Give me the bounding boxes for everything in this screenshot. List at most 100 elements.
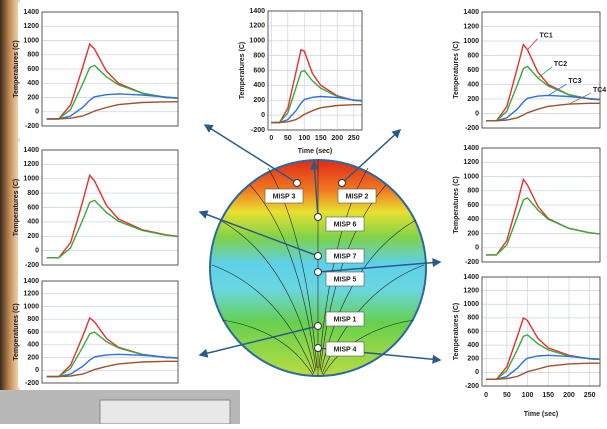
y-tick-label: 0	[35, 367, 39, 374]
y-tick-label: 800	[27, 52, 39, 59]
y-axis-label: Temperatures (C)	[453, 176, 460, 233]
x-tick-label: 100	[522, 392, 534, 399]
y-tick-label: 600	[467, 328, 479, 335]
legend-leader	[537, 66, 553, 79]
x-tick-label: 0	[484, 392, 488, 399]
plot-frame	[481, 276, 601, 387]
y-tick-label: 400	[27, 219, 39, 226]
y-tick-label: 1000	[23, 303, 39, 310]
point	[314, 322, 322, 330]
chart: -200 0 200 400 600 800 1000 1200 1400 Temperature…	[13, 3, 183, 138]
charts: -2000200400600800100012001400Temperature…	[13, 3, 606, 424]
y-axis-label: Temperatures (C)	[453, 41, 460, 98]
x-tick-label: 250	[348, 135, 360, 142]
plot-frame	[481, 11, 601, 129]
y-tick-label: 1400	[249, 8, 265, 15]
y-tick-label: -200	[465, 125, 479, 132]
y-tick-label: 600	[467, 202, 479, 209]
plot-frame	[41, 149, 179, 266]
x-axis-label: Time (sec)	[298, 148, 333, 155]
x-axis-label: Time (sec)	[524, 411, 559, 418]
y-tick-label: 800	[467, 188, 479, 195]
y-tick-label: 1400	[23, 278, 39, 285]
photo-edge	[99, 399, 231, 425]
chart: -200 0 200 400 600 800 1000 1200 1400 Temperature…	[13, 272, 183, 387]
label-box	[264, 188, 304, 204]
x-tick-label: 150	[542, 392, 554, 399]
y-axis-label: Temperatures (C)	[13, 40, 20, 97]
y-tick-label: 600	[467, 67, 479, 74]
y-tick-label: 400	[27, 80, 39, 87]
y-tick-label: 1200	[463, 23, 479, 30]
y-axis-label: Temperatures (C)	[13, 179, 20, 236]
point	[314, 213, 322, 221]
series-line	[486, 362, 600, 380]
series-line	[486, 197, 601, 256]
x-tick-label: 0	[269, 135, 273, 142]
y-tick-label: 600	[27, 204, 39, 211]
legend-leader	[527, 38, 538, 50]
y-tick-label: 1200	[23, 291, 39, 298]
x-tick-label: 200	[331, 135, 343, 142]
series-line	[46, 101, 178, 120]
y-tick-label: 800	[27, 190, 39, 197]
legend-label: TC3	[568, 78, 581, 85]
y-tick-label: 1000	[463, 173, 479, 180]
x-tick-label: 200	[563, 392, 575, 399]
label-box	[325, 271, 365, 287]
label-box	[325, 311, 365, 327]
y-tick-label: 400	[467, 81, 479, 88]
y-tick-label: 400	[467, 342, 479, 349]
y-axis-label: Temperatures (C)	[13, 303, 20, 360]
point-label: MISP 7	[334, 253, 357, 260]
series-line	[271, 104, 362, 124]
plot-frame	[481, 147, 601, 263]
y-tick-label: 1400	[463, 9, 479, 16]
point-label: MISP 6	[334, 221, 357, 228]
chart-background	[440, 268, 605, 424]
x-tick-label: 150	[315, 135, 327, 142]
y-tick-label: 1200	[463, 159, 479, 166]
y-axis-label: Temperatures (C)	[239, 42, 246, 99]
y-tick-label: 200	[467, 96, 479, 103]
y-tick-label: -200	[25, 123, 39, 130]
x-tick-label: 100	[298, 135, 310, 142]
legend-label: TC2	[554, 61, 567, 68]
label-box	[325, 248, 365, 264]
y-tick-label: 800	[253, 52, 265, 59]
point-label: MISP 2	[346, 193, 369, 200]
y-tick-label: 1000	[463, 301, 479, 308]
x-tick-label: 50	[284, 135, 292, 142]
arrow	[198, 210, 319, 257]
series-line	[46, 64, 179, 120]
y-axis-label: Temperatures (C)	[453, 303, 460, 360]
label-box	[325, 341, 365, 357]
legend-leader	[548, 84, 567, 96]
y-tick-label: 600	[27, 329, 39, 336]
y-tick-label: 1400	[23, 9, 39, 16]
series-line	[486, 102, 600, 122]
y-tick-label: 0	[475, 245, 479, 252]
y-tick-label: 600	[27, 66, 39, 73]
y-tick-label: 400	[27, 342, 39, 349]
point-label: MISP 4	[334, 346, 357, 353]
series-line	[486, 354, 601, 380]
y-tick-label: 200	[467, 230, 479, 237]
y-tick-label: 1400	[463, 274, 479, 281]
y-tick-label: 200	[27, 94, 39, 101]
point-label: MISP 3	[273, 193, 296, 200]
y-tick-label: 1200	[23, 23, 39, 30]
y-tick-label: 600	[253, 67, 265, 74]
point-label: MISP 1	[334, 316, 357, 323]
point-label: MISP 5	[334, 276, 357, 283]
chart: -200 0 200 400 600 800 1000 1200 1400 Temperature…	[440, 3, 606, 138]
arrow	[317, 258, 442, 273]
x-tick-label: 50	[503, 392, 511, 399]
y-tick-label: 200	[27, 233, 39, 240]
y-tick-label: -200	[251, 127, 265, 134]
y-tick-label: 1000	[249, 38, 265, 45]
y-tick-label: 800	[27, 316, 39, 323]
label-box	[337, 188, 377, 204]
y-tick-label: 0	[35, 109, 39, 116]
